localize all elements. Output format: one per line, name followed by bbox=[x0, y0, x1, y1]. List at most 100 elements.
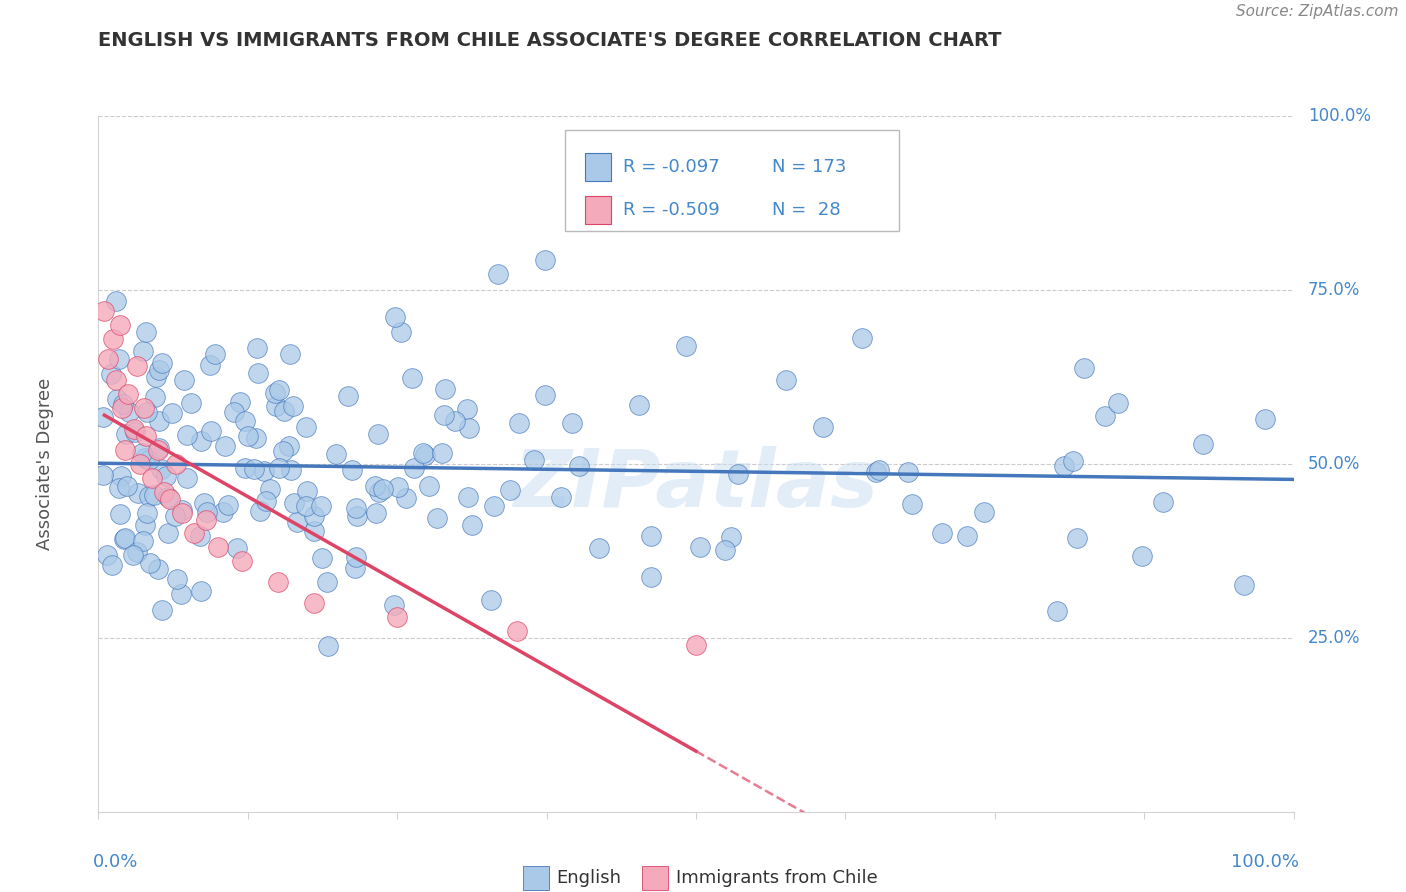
Point bbox=[222, 404, 245, 418]
Point bbox=[295, 499, 318, 513]
Point bbox=[460, 518, 482, 533]
Point bbox=[395, 491, 418, 505]
Point bbox=[368, 485, 391, 500]
Point bbox=[302, 596, 325, 610]
Point bbox=[200, 424, 222, 438]
Point bbox=[150, 603, 173, 617]
Point bbox=[97, 352, 120, 367]
Point bbox=[122, 549, 145, 563]
Point bbox=[165, 457, 187, 471]
Point bbox=[91, 468, 114, 483]
Point bbox=[204, 347, 226, 361]
Point bbox=[508, 417, 530, 431]
Point bbox=[194, 512, 217, 526]
Text: 75.0%: 75.0% bbox=[1308, 281, 1360, 299]
Point bbox=[640, 528, 662, 542]
Point bbox=[385, 610, 409, 624]
Point bbox=[138, 489, 160, 503]
Point bbox=[281, 399, 304, 413]
Point bbox=[114, 442, 136, 457]
Point bbox=[200, 359, 222, 373]
Point bbox=[233, 414, 256, 428]
Point bbox=[141, 471, 163, 485]
Point bbox=[136, 507, 159, 521]
Point bbox=[561, 416, 583, 430]
Point bbox=[226, 541, 249, 556]
Point bbox=[172, 503, 194, 517]
Point bbox=[254, 494, 277, 508]
Point bbox=[148, 363, 170, 377]
Point bbox=[111, 397, 134, 411]
Point bbox=[1053, 458, 1076, 473]
Point bbox=[271, 444, 294, 458]
Point bbox=[134, 450, 156, 465]
Point bbox=[138, 452, 160, 467]
Point bbox=[506, 624, 529, 638]
Point bbox=[267, 575, 290, 590]
Point bbox=[1152, 494, 1174, 508]
Point bbox=[172, 506, 194, 520]
Point bbox=[294, 420, 316, 434]
Point bbox=[568, 459, 591, 474]
Point bbox=[156, 490, 179, 504]
Point bbox=[134, 518, 156, 533]
Point bbox=[278, 439, 301, 453]
Point bbox=[132, 343, 155, 358]
Point bbox=[111, 401, 134, 416]
Point bbox=[107, 351, 129, 366]
Point bbox=[1046, 604, 1069, 618]
Point bbox=[444, 414, 467, 428]
Point bbox=[242, 462, 264, 476]
Text: 100.0%: 100.0% bbox=[1308, 107, 1371, 125]
Point bbox=[100, 367, 122, 381]
Point bbox=[1130, 549, 1153, 563]
Point bbox=[145, 369, 167, 384]
Point bbox=[188, 529, 211, 543]
Point bbox=[336, 390, 359, 404]
Text: 50.0%: 50.0% bbox=[1308, 455, 1360, 473]
Point bbox=[533, 253, 555, 268]
Point bbox=[105, 293, 128, 308]
Point bbox=[253, 464, 276, 478]
Text: 0.0%: 0.0% bbox=[93, 854, 138, 871]
Point bbox=[100, 558, 122, 572]
Point bbox=[150, 462, 173, 476]
Point bbox=[433, 408, 456, 422]
Point bbox=[389, 325, 412, 339]
Point bbox=[180, 396, 202, 410]
Point bbox=[115, 479, 138, 493]
Text: ZIPatlas: ZIPatlas bbox=[513, 446, 879, 524]
Point bbox=[297, 483, 319, 498]
Point bbox=[499, 483, 522, 498]
Point bbox=[675, 339, 697, 353]
Point bbox=[813, 420, 835, 434]
Point bbox=[163, 508, 186, 523]
Point bbox=[143, 390, 166, 404]
Point bbox=[309, 499, 332, 513]
Point bbox=[318, 639, 340, 653]
Point bbox=[117, 387, 139, 401]
Point bbox=[956, 528, 979, 542]
Point bbox=[897, 465, 920, 479]
Bar bbox=[643, 866, 668, 890]
Point bbox=[108, 318, 131, 332]
Point bbox=[713, 542, 735, 557]
Point bbox=[259, 482, 281, 496]
Point bbox=[484, 499, 506, 513]
Point bbox=[233, 461, 256, 475]
Point bbox=[550, 490, 572, 504]
Point bbox=[973, 505, 995, 519]
Point bbox=[110, 507, 132, 521]
Point bbox=[159, 491, 181, 506]
Point bbox=[211, 505, 233, 519]
Point bbox=[267, 461, 290, 475]
Point bbox=[432, 446, 454, 460]
Point bbox=[479, 593, 502, 607]
Point bbox=[727, 467, 749, 481]
Point bbox=[413, 449, 436, 463]
Point bbox=[1073, 361, 1095, 376]
Point bbox=[193, 495, 215, 509]
Point bbox=[135, 325, 157, 339]
Point bbox=[148, 414, 170, 428]
Point bbox=[236, 429, 259, 443]
